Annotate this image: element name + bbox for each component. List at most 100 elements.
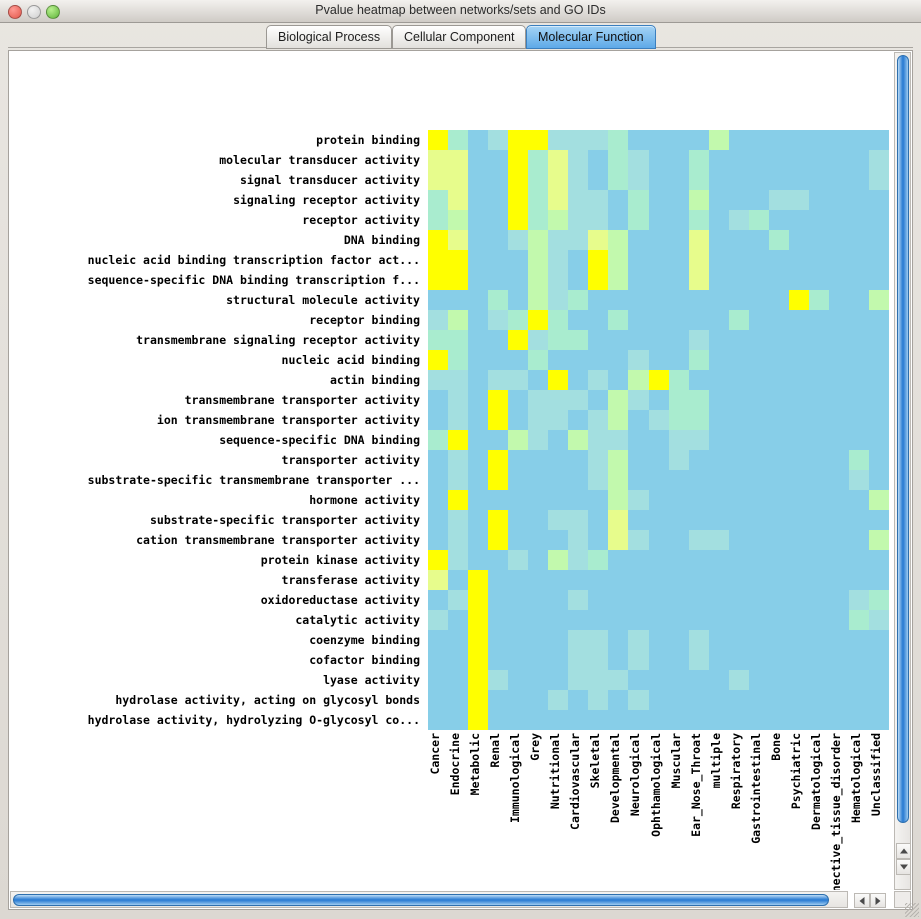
heatmap-cell[interactable] — [508, 130, 529, 150]
heatmap-cell[interactable] — [528, 410, 549, 430]
heatmap-cell[interactable] — [568, 610, 589, 630]
heatmap-cell[interactable] — [608, 570, 629, 590]
heatmap-cell[interactable] — [668, 350, 689, 370]
heatmap-cell[interactable] — [748, 170, 769, 190]
heatmap-cell[interactable] — [468, 470, 489, 490]
heatmap-cell[interactable] — [668, 690, 689, 710]
heatmap-cell[interactable] — [428, 130, 449, 150]
heatmap-cell[interactable] — [648, 430, 669, 450]
heatmap-cell[interactable] — [448, 710, 469, 730]
heatmap-cell[interactable] — [788, 170, 809, 190]
heatmap-cell[interactable] — [508, 230, 529, 250]
heatmap-cell[interactable] — [488, 330, 509, 350]
heatmap-cell[interactable] — [588, 710, 609, 730]
heatmap-cell[interactable] — [828, 510, 849, 530]
heatmap-cell[interactable] — [748, 550, 769, 570]
heatmap-cell[interactable] — [488, 530, 509, 550]
heatmap-cell[interactable] — [428, 610, 449, 630]
heatmap-cell[interactable] — [748, 470, 769, 490]
heatmap-cell[interactable] — [848, 290, 870, 310]
heatmap-cell[interactable] — [648, 190, 669, 210]
heatmap-cell[interactable] — [688, 530, 709, 550]
heatmap-cell[interactable] — [548, 670, 569, 690]
heatmap-cell[interactable] — [428, 150, 449, 170]
heatmap-cell[interactable] — [468, 250, 489, 270]
heatmap-cell[interactable] — [608, 650, 629, 670]
heatmap-cell[interactable] — [508, 510, 529, 530]
heatmap-cell[interactable] — [848, 470, 870, 490]
heatmap-cell[interactable] — [428, 490, 449, 510]
heatmap-cell[interactable] — [869, 130, 890, 150]
heatmap-cell[interactable] — [808, 150, 829, 170]
heatmap-cell[interactable] — [748, 710, 769, 730]
heatmap-cell[interactable] — [448, 330, 469, 350]
heatmap-cell[interactable] — [828, 470, 849, 490]
heatmap-cell[interactable] — [869, 350, 890, 370]
heatmap-cell[interactable] — [628, 170, 649, 190]
heatmap-cell[interactable] — [428, 210, 449, 230]
heatmap-cell[interactable] — [788, 210, 809, 230]
heatmap-cell[interactable] — [488, 290, 509, 310]
heatmap-cell[interactable] — [628, 310, 649, 330]
heatmap-cell[interactable] — [508, 610, 529, 630]
heatmap-cell[interactable] — [568, 390, 589, 410]
heatmap-cell[interactable] — [808, 430, 829, 450]
heatmap-cell[interactable] — [788, 390, 809, 410]
heatmap-cell[interactable] — [648, 310, 669, 330]
heatmap-cell[interactable] — [628, 130, 649, 150]
heatmap-cell[interactable] — [468, 230, 489, 250]
heatmap-cell[interactable] — [869, 250, 890, 270]
heatmap-cell[interactable] — [588, 690, 609, 710]
heatmap-cell[interactable] — [648, 670, 669, 690]
heatmap-cell[interactable] — [828, 530, 849, 550]
heatmap-cell[interactable] — [508, 690, 529, 710]
heatmap-cell[interactable] — [528, 530, 549, 550]
heatmap-cell[interactable] — [848, 350, 870, 370]
heatmap-cell[interactable] — [708, 650, 729, 670]
heatmap-cell[interactable] — [528, 210, 549, 230]
heatmap-cell[interactable] — [648, 610, 669, 630]
heatmap-cell[interactable] — [869, 490, 890, 510]
heatmap-cell[interactable] — [468, 630, 489, 650]
heatmap-cell[interactable] — [768, 150, 789, 170]
heatmap-cell[interactable] — [468, 330, 489, 350]
heatmap-cell[interactable] — [768, 450, 789, 470]
heatmap-cell[interactable] — [808, 450, 829, 470]
heatmap-cell[interactable] — [448, 470, 469, 490]
heatmap-cell[interactable] — [428, 690, 449, 710]
heatmap-cell[interactable] — [488, 450, 509, 470]
heatmap-cell[interactable] — [488, 350, 509, 370]
heatmap-cell[interactable] — [588, 650, 609, 670]
heatmap-cell[interactable] — [608, 390, 629, 410]
heatmap-cell[interactable] — [508, 650, 529, 670]
heatmap-cell[interactable] — [548, 370, 569, 390]
heatmap-cell[interactable] — [648, 370, 669, 390]
heatmap-cell[interactable] — [688, 270, 709, 290]
heatmap-cell[interactable] — [728, 650, 749, 670]
heatmap-cell[interactable] — [588, 290, 609, 310]
heatmap-cell[interactable] — [768, 670, 789, 690]
heatmap-cell[interactable] — [869, 430, 890, 450]
heatmap-cell[interactable] — [608, 490, 629, 510]
heatmap-cell[interactable] — [448, 490, 469, 510]
heatmap-cell[interactable] — [528, 370, 549, 390]
heatmap-cell[interactable] — [668, 270, 689, 290]
heatmap-cell[interactable] — [568, 430, 589, 450]
heatmap-cell[interactable] — [488, 430, 509, 450]
heatmap-cell[interactable] — [628, 350, 649, 370]
heatmap-cell[interactable] — [828, 330, 849, 350]
heatmap-cell[interactable] — [808, 370, 829, 390]
heatmap-cell[interactable] — [628, 210, 649, 230]
heatmap-cell[interactable] — [548, 490, 569, 510]
heatmap-cell[interactable] — [508, 310, 529, 330]
heatmap-cell[interactable] — [628, 270, 649, 290]
heatmap-cell[interactable] — [588, 490, 609, 510]
heatmap-cell[interactable] — [448, 670, 469, 690]
heatmap-cell[interactable] — [608, 530, 629, 550]
heatmap-cell[interactable] — [528, 490, 549, 510]
heatmap-cell[interactable] — [688, 450, 709, 470]
heatmap-cell[interactable] — [488, 670, 509, 690]
heatmap-cell[interactable] — [528, 570, 549, 590]
heatmap-cell[interactable] — [428, 430, 449, 450]
heatmap-cell[interactable] — [428, 570, 449, 590]
